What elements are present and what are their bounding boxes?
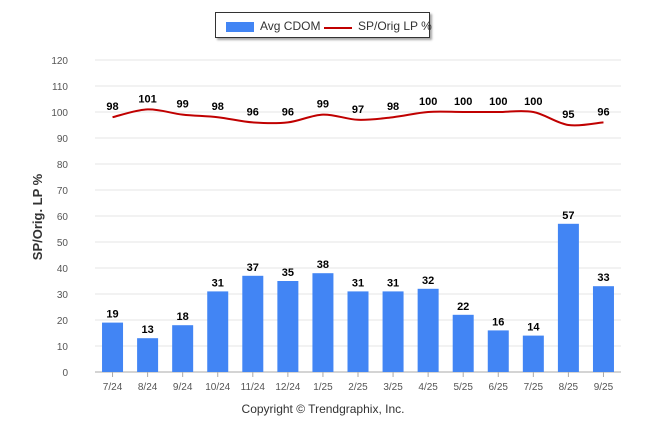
- y-tick-label: 110: [52, 82, 68, 93]
- x-tick-label: 4/25: [418, 382, 438, 393]
- x-axis-ticks: 7/24 8/24 9/24 10/24 11/24 12/24 1/25 2/25 3/25 4…: [103, 372, 614, 393]
- line-data-label: 100: [419, 96, 437, 108]
- bar-data-label: 38: [317, 259, 329, 271]
- y-tick-label: 0: [62, 368, 68, 379]
- bar: [137, 338, 159, 372]
- bar-data-label: 13: [141, 324, 153, 336]
- line-data-label: 98: [106, 101, 118, 113]
- y-axis-title: SP/Orig. LP %: [30, 173, 45, 260]
- x-tick-label: 10/24: [205, 382, 230, 393]
- legend-swatch-bar: [226, 22, 254, 32]
- bar-data-label: 31: [352, 277, 364, 289]
- series-line: [112, 108, 604, 127]
- bar-data-label: 32: [422, 275, 434, 287]
- x-tick-label: 8/24: [138, 382, 158, 393]
- y-tick-label: 70: [57, 186, 69, 197]
- copyright-text: Copyright © Trendgraphix, Inc.: [241, 402, 405, 416]
- bar-data-label: 18: [177, 311, 189, 323]
- y-tick-label: 80: [57, 160, 69, 171]
- bar-data-label: 33: [597, 272, 609, 284]
- legend-swatch-line: [324, 27, 352, 29]
- line-data-label: 101: [138, 93, 156, 105]
- bar-data-label: 19: [106, 309, 118, 321]
- line-data-label: 97: [352, 104, 364, 116]
- x-tick-label: 9/24: [173, 382, 193, 393]
- x-tick-label: 9/25: [594, 382, 614, 393]
- line-data-label: 99: [177, 99, 189, 111]
- x-tick-label: 2/25: [348, 382, 368, 393]
- line-series-sp-orig-lp: [112, 108, 604, 127]
- x-tick-label: 11/24: [241, 382, 266, 393]
- bar: [242, 275, 264, 372]
- bar: [277, 281, 299, 372]
- bar: [487, 330, 509, 372]
- bar: [592, 286, 614, 372]
- line-data-label: 95: [562, 109, 574, 121]
- bar-data-label: 37: [247, 262, 259, 274]
- y-tick-label: 40: [57, 264, 69, 275]
- legend: Avg CDOM SP/Orig LP %: [215, 12, 432, 38]
- y-tick-label: 100: [51, 108, 68, 119]
- line-data-label: 100: [524, 96, 542, 108]
- bar-data-label: 22: [457, 301, 469, 313]
- line-data-label: 96: [247, 106, 259, 118]
- y-tick-label: 120: [51, 56, 68, 67]
- legend-label: Avg CDOM: [260, 19, 321, 33]
- bar: [557, 223, 579, 372]
- y-tick-label: 20: [57, 316, 69, 327]
- y-tick-label: 10: [57, 342, 69, 353]
- line-data-label: 100: [489, 96, 507, 108]
- bar: [172, 325, 194, 372]
- bar: [417, 288, 439, 372]
- line-data-label: 99: [317, 99, 329, 111]
- x-tick-label: 5/25: [453, 382, 473, 393]
- bar: [312, 273, 334, 372]
- line-data-label: 100: [454, 96, 472, 108]
- bar-data-label: 57: [562, 210, 574, 222]
- bar-data-label: 35: [282, 267, 294, 279]
- line-data-label: 98: [212, 101, 224, 113]
- gridlines: [95, 59, 621, 373]
- line-data-label: 98: [387, 101, 399, 113]
- x-tick-label: 6/25: [489, 382, 509, 393]
- y-tick-label: 50: [57, 238, 69, 249]
- bar: [452, 314, 474, 372]
- x-tick-label: 1/25: [313, 382, 333, 393]
- bar-series-avg-cdom: [102, 223, 614, 372]
- bar-data-label: 31: [387, 277, 399, 289]
- line-data-label: 96: [597, 106, 609, 118]
- y-axis-ticks: 0 10 20 30 40 50 60 70 80 90 100 110 120: [51, 56, 68, 379]
- y-tick-label: 30: [57, 290, 69, 301]
- y-tick-label: 60: [57, 212, 69, 223]
- legend-label: SP/Orig LP %: [358, 19, 432, 33]
- bar-data-label: 16: [492, 316, 504, 328]
- line-data-label: 96: [282, 106, 294, 118]
- bar: [382, 291, 404, 372]
- y-tick-label: 90: [57, 134, 69, 145]
- bar-data-label: 31: [212, 277, 224, 289]
- data-labels: 19 13 18 31 37 35 38 31 31 32 22 16 14 57 33 98 101 99 98 9…: [106, 93, 609, 336]
- bar: [207, 291, 229, 372]
- bar: [102, 322, 124, 372]
- bar: [522, 335, 544, 372]
- bar-data-label: 14: [527, 322, 540, 334]
- x-tick-label: 12/24: [275, 382, 300, 393]
- x-tick-label: 3/25: [383, 382, 403, 393]
- x-tick-label: 8/25: [559, 382, 579, 393]
- x-tick-label: 7/25: [524, 382, 544, 393]
- x-tick-label: 7/24: [103, 382, 123, 393]
- bar: [347, 291, 369, 372]
